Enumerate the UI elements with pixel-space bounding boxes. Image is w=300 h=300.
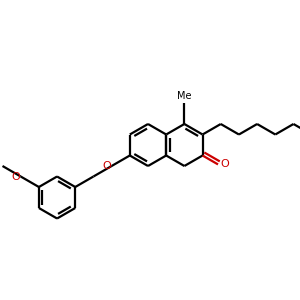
Text: Me: Me [177, 91, 192, 101]
Text: O: O [102, 161, 111, 171]
Text: O: O [11, 172, 20, 182]
Text: O: O [220, 159, 229, 170]
